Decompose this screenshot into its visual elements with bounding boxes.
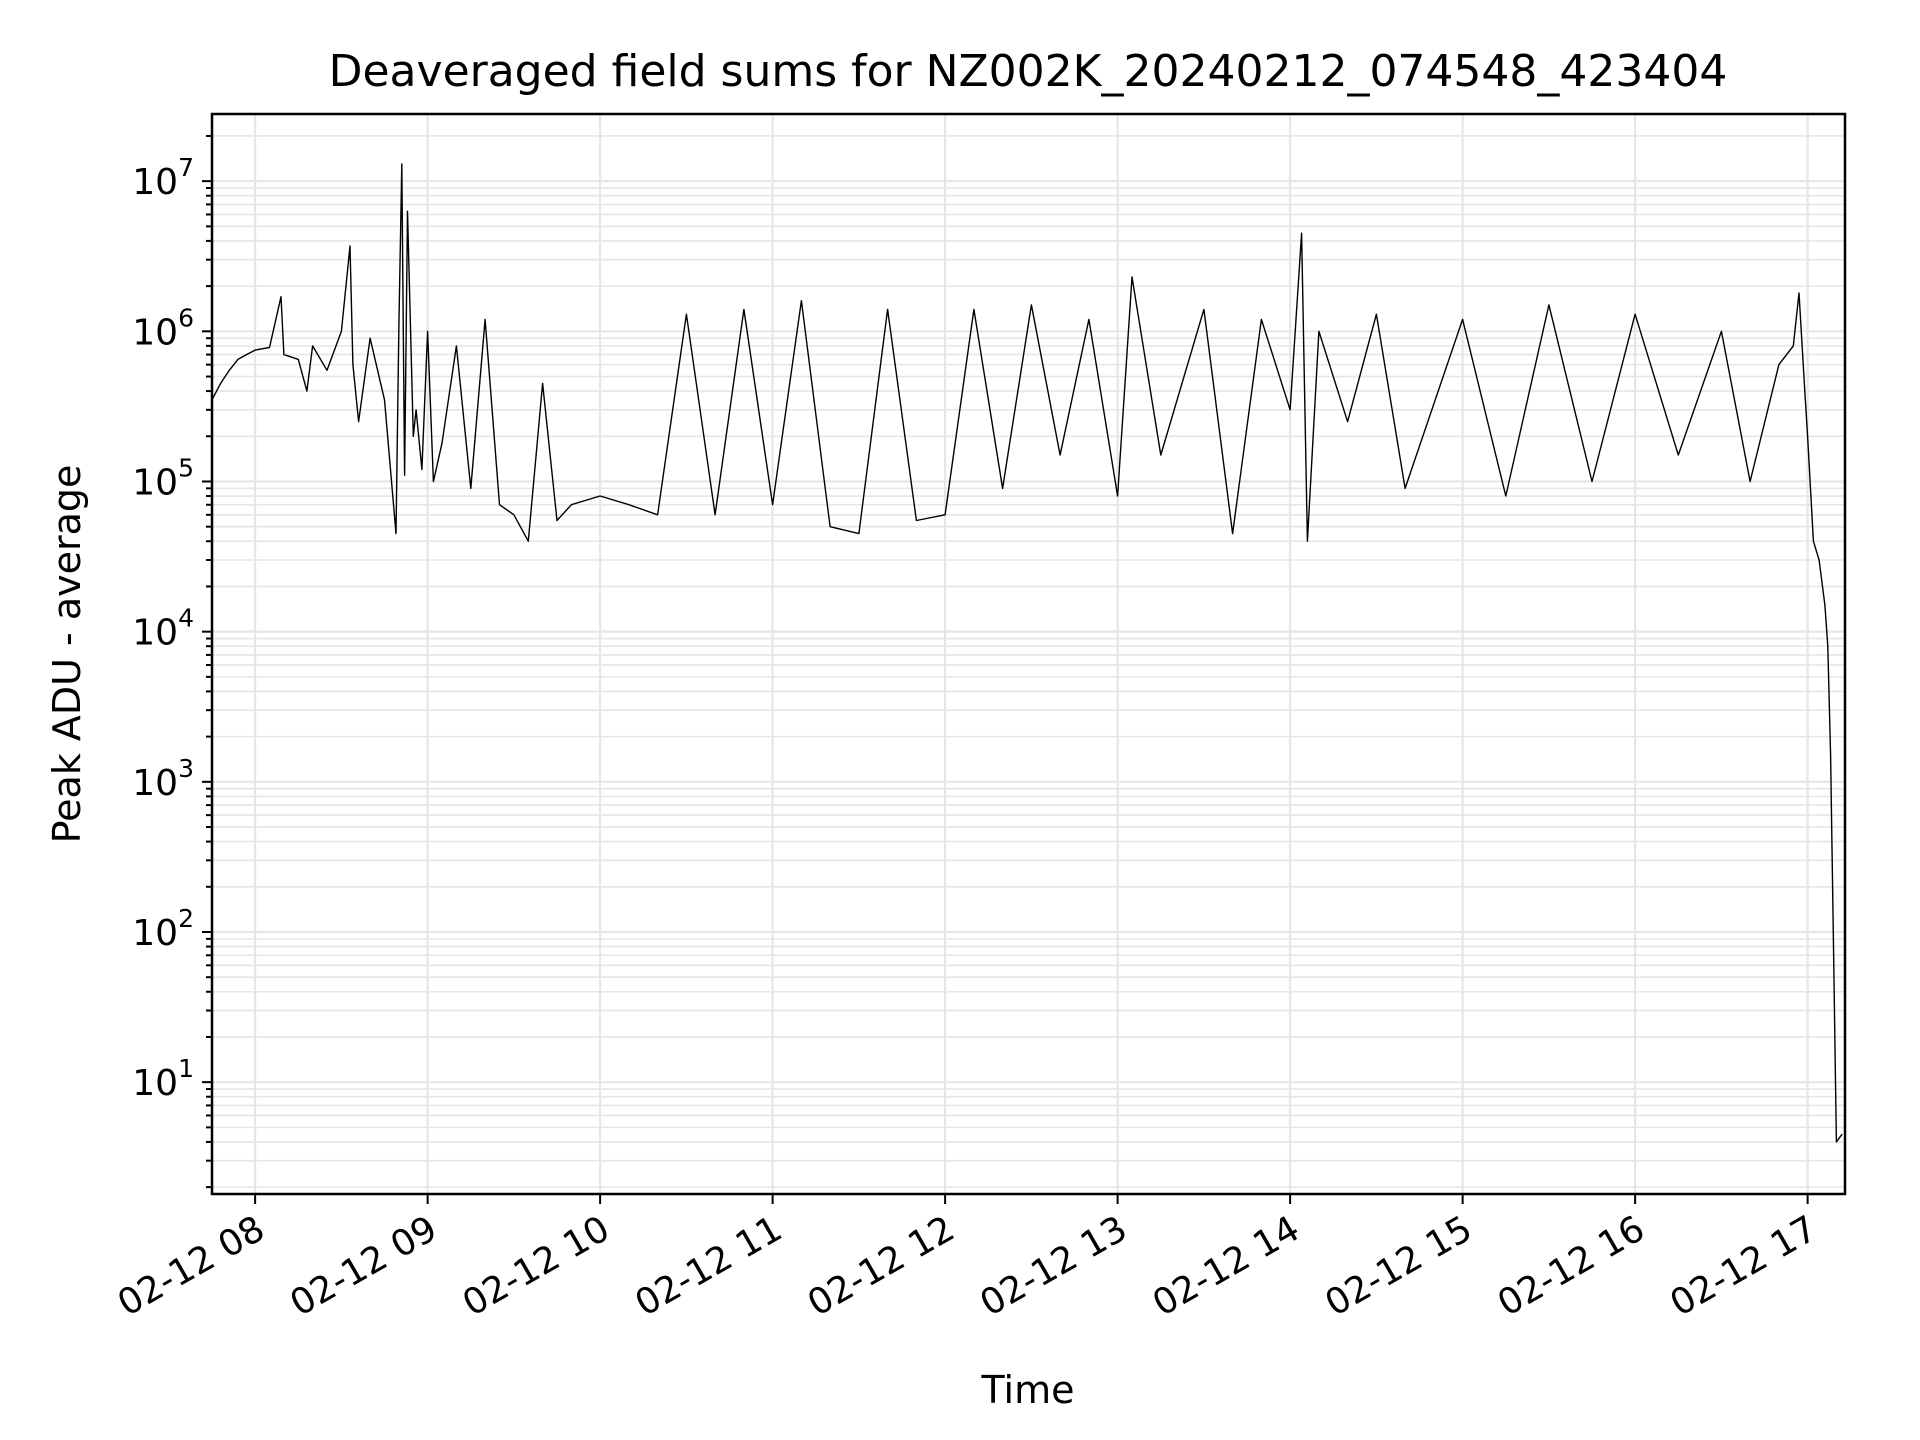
y-tick-label: 101 xyxy=(132,1054,194,1104)
grid-lines xyxy=(212,114,1845,1194)
y-tick-label: 104 xyxy=(132,604,194,654)
y-axis-label: Peak ADU - average xyxy=(45,465,89,844)
chart-title: Deaveraged field sums for NZ002K_2024021… xyxy=(329,46,1728,97)
y-tick-label: 106 xyxy=(132,303,194,353)
series-line xyxy=(211,163,1843,1143)
y-tick-exponent: 2 xyxy=(178,904,194,933)
x-axis-label: Time xyxy=(981,1368,1075,1412)
y-tick-base: 10 xyxy=(132,613,178,654)
y-tick-exponent: 7 xyxy=(178,153,194,182)
y-tick-base: 10 xyxy=(132,1063,178,1104)
y-tick-label: 107 xyxy=(132,153,194,203)
y-tick-base: 10 xyxy=(132,462,178,503)
y-tick-label: 105 xyxy=(132,453,194,503)
y-tick-label: 103 xyxy=(132,754,194,804)
y-tick-exponent: 4 xyxy=(178,604,194,633)
y-tick-base: 10 xyxy=(132,162,178,203)
data-series xyxy=(211,163,1843,1143)
y-tick-exponent: 3 xyxy=(178,754,194,783)
y-tick-exponent: 1 xyxy=(178,1054,194,1083)
y-tick-base: 10 xyxy=(132,913,178,954)
y-tick-label: 102 xyxy=(132,904,194,954)
y-tick-exponent: 6 xyxy=(178,303,194,332)
y-tick-base: 10 xyxy=(132,763,178,804)
y-tick-exponent: 5 xyxy=(178,453,194,482)
y-tick-base: 10 xyxy=(132,312,178,353)
